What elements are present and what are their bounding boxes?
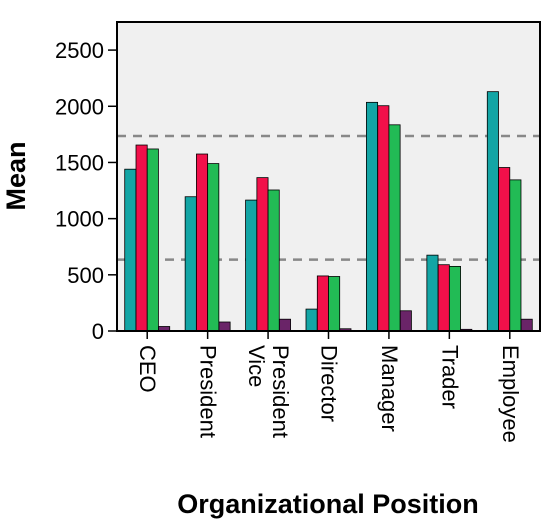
x-tick-label: Employee xyxy=(498,345,523,443)
bar-trader-series-2 xyxy=(437,264,450,332)
bar-employee-series-1 xyxy=(486,91,499,332)
bar-employee-series-3 xyxy=(509,179,522,332)
bar-president-series-3 xyxy=(207,163,220,332)
bar-ceo-series-3 xyxy=(146,148,159,332)
x-tick-label: Vice xyxy=(244,345,269,387)
bar-manager-series-2 xyxy=(377,105,390,332)
x-category-label: CEO xyxy=(135,345,160,393)
bars xyxy=(124,91,533,332)
x-tick-label: President xyxy=(268,345,293,438)
x-tick-label: Manager xyxy=(377,345,402,432)
bar-manager-series-3 xyxy=(388,124,401,332)
bar-vice-president-series-3 xyxy=(267,189,280,332)
bar-trader-series-1 xyxy=(426,254,439,332)
y-tick-label: 2000 xyxy=(55,94,104,119)
bar-trader-series-3 xyxy=(448,265,461,332)
bar-president-series-4 xyxy=(218,321,231,332)
bar-vice-president-series-1 xyxy=(245,199,258,332)
bar-employee-series-4 xyxy=(520,318,533,332)
y-tick-label: 1500 xyxy=(55,150,104,175)
bar-vice-president-series-2 xyxy=(256,177,269,332)
y-axis-title: Mean xyxy=(1,141,31,210)
x-tick-label: CEO xyxy=(135,345,160,393)
y-tick-label: 2500 xyxy=(55,38,104,63)
x-category-label: Trader xyxy=(437,345,462,409)
y-tick-label: 500 xyxy=(67,263,104,288)
bar-manager-series-1 xyxy=(366,101,379,332)
bar-president-series-1 xyxy=(184,196,197,332)
y-tick-label: 0 xyxy=(92,319,104,344)
x-axis-title: Organizational Position xyxy=(177,489,479,519)
x-category-label: Employee xyxy=(498,345,523,443)
x-tick-label: President xyxy=(196,345,221,438)
x-category-label: Director xyxy=(317,345,342,422)
bar-ceo-series-2 xyxy=(135,144,148,332)
y-axis: 0 500 1000 1500 2000 2500 xyxy=(55,38,117,344)
bar-ceo-series-1 xyxy=(124,168,137,332)
x-category-label: Manager xyxy=(377,345,402,432)
x-category-label: President xyxy=(196,345,221,438)
bar-director-series-3 xyxy=(328,276,341,332)
bar-president-series-2 xyxy=(196,153,209,332)
bar-employee-series-2 xyxy=(498,167,511,332)
x-tick-label: Trader xyxy=(437,345,462,409)
bar-vice-president-series-4 xyxy=(278,318,291,332)
bar-manager-series-4 xyxy=(399,310,412,332)
bar-director-series-2 xyxy=(316,275,329,332)
x-category-label: Vice President xyxy=(244,345,293,438)
y-tick-label: 1000 xyxy=(55,207,104,232)
bar-director-series-1 xyxy=(305,308,318,332)
x-tick-label: Director xyxy=(317,345,342,422)
x-axis: CEO President Vice President Director Manager… xyxy=(135,331,523,443)
